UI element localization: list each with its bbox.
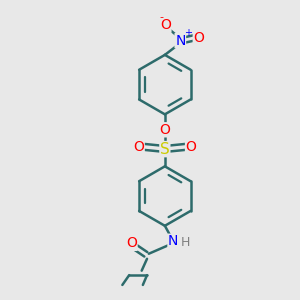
Text: -: -: [160, 12, 164, 22]
Text: O: O: [186, 140, 196, 154]
Text: O: O: [126, 236, 137, 250]
Text: O: O: [193, 31, 204, 45]
Text: H: H: [180, 236, 190, 249]
Text: O: O: [133, 140, 144, 154]
Text: +: +: [184, 28, 193, 38]
Text: S: S: [160, 142, 170, 157]
Text: O: O: [159, 123, 170, 137]
Text: O: O: [160, 18, 171, 32]
Text: N: N: [175, 34, 185, 48]
Text: N: N: [168, 234, 178, 248]
